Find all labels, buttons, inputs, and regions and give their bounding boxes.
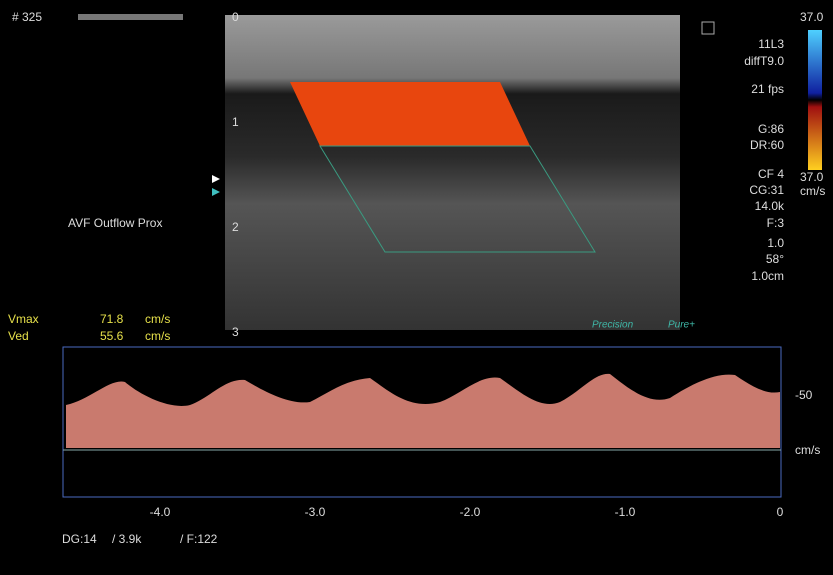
setting: 1.0 [767,236,784,250]
time-tick: -3.0 [305,505,326,519]
time-tick: 0 [777,505,784,519]
time-tick: -2.0 [460,505,481,519]
mode: Pure+ [668,320,695,331]
footer-setting: DG:14 [62,532,97,546]
footer-setting: / 3.9k [112,532,142,546]
color-scale [808,30,822,170]
setting: F:3 [767,216,785,230]
velocity-unit: cm/s [795,443,820,457]
depth-marker: 2 [232,220,239,234]
setting: G:86 [758,122,784,136]
setting: CG:31 [749,183,784,197]
setting: diffT9.0 [744,54,784,68]
depth-marker: 3 [232,325,239,339]
screen: # 325 0 1 2 3 AVF Outflow Prox 11L3 diff… [0,0,833,575]
setting: 1.0cm [751,269,784,283]
measure-name: Vmax [8,312,39,326]
color-scale-top: 37.0 [800,10,824,24]
velocity-label: -50 [795,388,813,402]
measure-value: 71.8 [100,312,124,326]
color-scale-unit: cm/s [800,184,825,198]
measure-unit: cm/s [145,329,170,343]
setting: DR:60 [750,138,784,152]
mode: Precision [592,320,634,331]
time-tick: -1.0 [615,505,636,519]
measure-name: Ved [8,329,29,343]
color-doppler-box [290,82,530,146]
b-mode-image [225,15,680,330]
setting: 58° [766,252,784,266]
progress-bar [78,14,183,20]
setting: 11L3 [758,37,784,51]
measure-value: 55.6 [100,329,124,343]
setting: CF 4 [758,167,784,181]
measure-unit: cm/s [145,312,170,326]
setting: 14.0k [755,199,785,213]
page: # 325 0 1 2 3 AVF Outflow Prox 11L3 diff… [0,0,833,575]
depth-marker: 1 [232,115,239,129]
depth-marker: 0 [232,10,239,24]
footer-setting: / F:122 [180,532,218,546]
annotation: AVF Outflow Prox [68,216,162,230]
frame-number: # 325 [12,10,42,24]
setting: 21 fps [751,82,784,96]
color-scale-bottom: 37.0 [800,170,824,184]
time-tick: -4.0 [150,505,171,519]
